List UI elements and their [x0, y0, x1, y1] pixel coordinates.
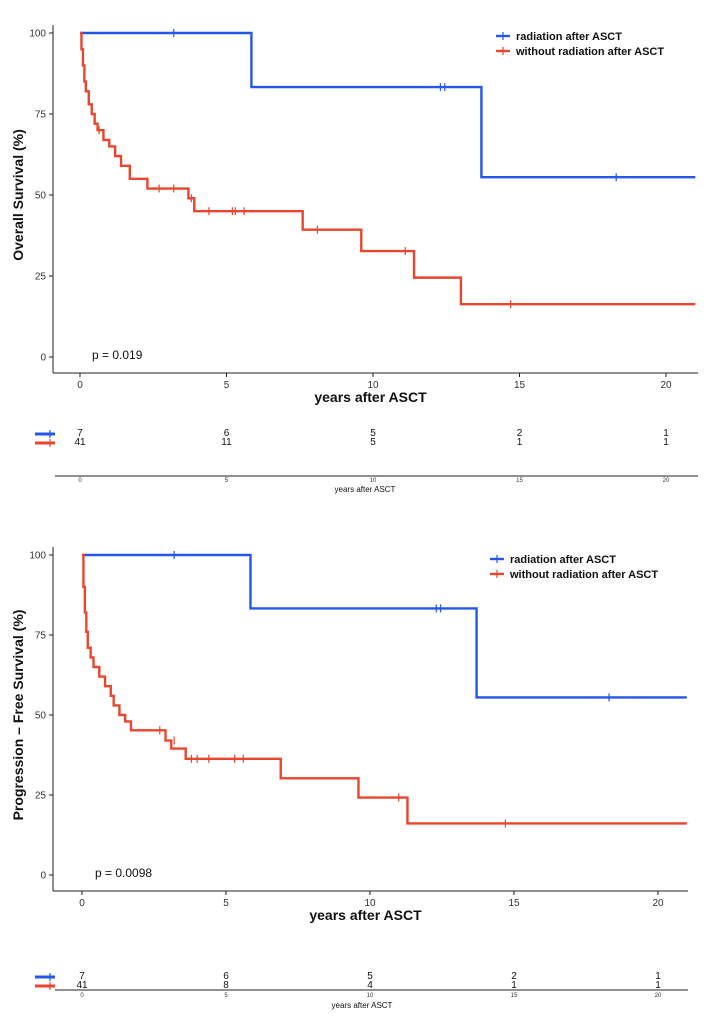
risk-tick-label: 5 — [224, 993, 228, 999]
risk-tick-label: 0 — [78, 478, 82, 484]
legend-entry: radiation after ASCT — [516, 31, 622, 43]
y-tick-label: 100 — [29, 551, 46, 562]
legend-entry: radiation after ASCT — [510, 554, 616, 566]
y-tick-label: 50 — [35, 191, 47, 202]
survival-curve-radiation — [80, 31, 696, 179]
y-tick-label: 25 — [35, 791, 47, 802]
risk-tick-label: 20 — [655, 993, 662, 999]
x-tick-label: 20 — [652, 898, 664, 909]
risk-tick-label: 10 — [367, 993, 374, 999]
risk-count: 1 — [663, 428, 669, 439]
survival-curve-without-radiation — [82, 553, 687, 825]
legend-entry: without radiation after ASCT — [515, 46, 664, 58]
risk-count: 1 — [655, 980, 661, 991]
risk-tick-label: 15 — [511, 993, 518, 999]
y-tick-label: 0 — [40, 353, 46, 364]
x-axis-title: years after ASCT — [314, 389, 427, 405]
risk-count: 2 — [517, 428, 523, 439]
p-value-label: p = 0.019 — [92, 348, 143, 362]
x-tick-label: 0 — [77, 380, 83, 391]
x-tick-label: 20 — [660, 380, 672, 391]
risk-count: 5 — [370, 437, 376, 448]
risk-tick-label: 0 — [80, 993, 84, 999]
risk-tick-label: 20 — [663, 478, 670, 484]
x-tick-label: 15 — [508, 898, 520, 909]
risk-count: 2 — [511, 971, 517, 982]
risk-count: 7 — [79, 971, 85, 982]
x-tick-label: 0 — [79, 898, 85, 909]
risk-count: 5 — [367, 971, 373, 982]
risk-count: 6 — [223, 971, 229, 982]
y-axis-title: Overall Survival (%) — [10, 129, 26, 261]
x-tick-label: 10 — [367, 380, 379, 391]
risk-count: 1 — [655, 971, 661, 982]
y-tick-label: 75 — [35, 631, 47, 642]
survival-curve-without-radiation — [80, 31, 696, 306]
survival-curve-radiation — [82, 553, 687, 699]
x-tick-label: 10 — [364, 898, 376, 909]
risk-count: 41 — [74, 437, 86, 448]
p-value-label: p = 0.0098 — [95, 866, 152, 880]
x-axis-title: years after ASCT — [309, 907, 422, 923]
risk-count: 11 — [221, 437, 232, 448]
x-tick-label: 5 — [224, 380, 230, 391]
risk-count: 6 — [224, 428, 230, 439]
risk-count: 7 — [77, 428, 83, 439]
risk-axis-title: years after ASCT — [332, 1001, 393, 1010]
risk-count: 41 — [76, 980, 88, 991]
legend-entry: without radiation after ASCT — [509, 569, 658, 581]
x-tick-label: 5 — [223, 898, 229, 909]
y-tick-label: 50 — [35, 711, 47, 722]
risk-count: 1 — [511, 980, 517, 991]
x-tick-label: 15 — [514, 380, 526, 391]
risk-count: 1 — [517, 437, 523, 448]
y-tick-label: 100 — [29, 29, 46, 40]
risk-count: 4 — [367, 980, 373, 991]
risk-tick-label: 5 — [225, 478, 229, 484]
y-tick-label: 0 — [40, 871, 46, 882]
y-tick-label: 25 — [35, 272, 47, 283]
risk-count: 1 — [663, 437, 669, 448]
risk-axis-title: years after ASCT — [335, 485, 396, 494]
risk-tick-label: 10 — [370, 478, 377, 484]
y-tick-label: 75 — [35, 110, 47, 121]
risk-count: 5 — [370, 428, 376, 439]
risk-count: 8 — [223, 980, 229, 991]
y-axis-title: Progression – Free Survival (%) — [10, 610, 26, 821]
risk-tick-label: 15 — [516, 478, 523, 484]
